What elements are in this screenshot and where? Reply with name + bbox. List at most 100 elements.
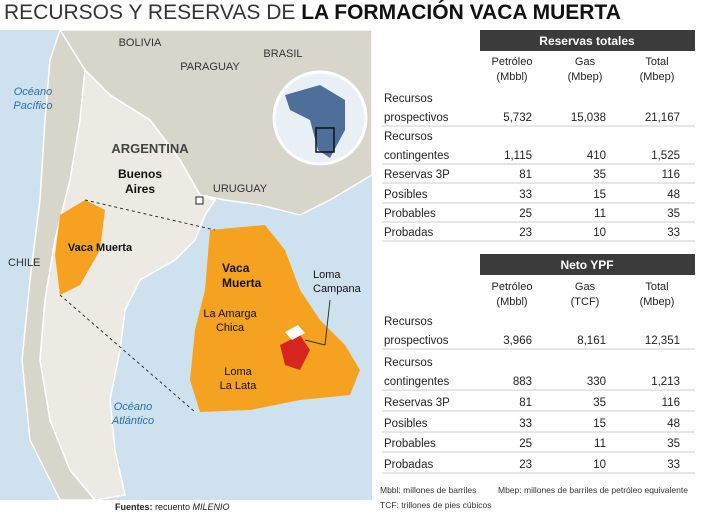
cell: 15,038 — [571, 112, 606, 124]
column-header: Total — [645, 56, 668, 68]
cell: 883 — [513, 376, 532, 388]
row-label: Recursos — [384, 93, 433, 105]
leader-line — [324, 299, 331, 346]
cell: 81 — [519, 169, 532, 181]
map-label-ocean: Pacífico — [13, 100, 52, 112]
column-header: Petróleo — [492, 56, 533, 68]
argentina — [39, 68, 217, 501]
map-label-country: ARGENTINA — [111, 141, 189, 156]
row-label: Recursos — [384, 357, 433, 369]
cell: 8,161 — [577, 335, 606, 347]
column-header: (Mbbl) — [496, 296, 527, 308]
row-label: Probadas — [384, 459, 433, 471]
cell: 33 — [519, 418, 532, 430]
cell: 3,966 — [503, 335, 532, 347]
column-header: (TCF) — [571, 296, 600, 308]
row-label: Reservas 3P — [384, 169, 450, 181]
map-label-field: Campana — [313, 283, 362, 295]
cell: 15 — [593, 418, 606, 430]
cell: 410 — [587, 150, 606, 162]
cell: 330 — [587, 376, 606, 388]
cell: 1,213 — [651, 376, 680, 388]
cell: 33 — [519, 189, 532, 201]
cell: 1,115 — [504, 150, 532, 162]
column-header: (Mbep) — [568, 71, 603, 83]
cell: 35 — [593, 169, 606, 181]
map-label-ocean: Océano — [14, 86, 53, 98]
row-label: Posibles — [384, 189, 428, 201]
cell: 25 — [519, 438, 532, 450]
column-header: Gas — [575, 56, 596, 68]
cell: 21,167 — [645, 112, 680, 124]
map-label-ocean: Océano — [114, 401, 153, 413]
cell: 48 — [667, 189, 680, 201]
cell: 81 — [519, 397, 532, 409]
cell: 116 — [662, 397, 680, 409]
leader-line — [304, 339, 326, 346]
column-header: (Mbep) — [640, 296, 675, 308]
source-brand: MILENIO — [193, 502, 230, 512]
map-label-country: URUGUAY — [213, 183, 268, 195]
row-label: prospectivos — [384, 112, 449, 124]
column-header: Total — [645, 281, 668, 293]
cell: 33 — [667, 227, 680, 239]
row-label: contingentes — [384, 376, 449, 388]
title-bold: LA FORMACIÓN VACA MUERTA — [301, 0, 621, 24]
map-label-field: Loma — [224, 366, 252, 378]
title-light: RECURSOS Y RESERVAS DE — [4, 1, 301, 24]
buenos-aires-marker — [195, 196, 204, 205]
source-text: recuento — [153, 502, 193, 512]
cell: 116 — [662, 169, 680, 181]
map-label-field: Loma — [313, 269, 341, 281]
vaca-muerta-area — [55, 200, 105, 295]
cell: 23 — [519, 459, 532, 471]
map-label-country: BRASIL — [263, 48, 302, 60]
footnote: Mbbl: millones de barriles — [380, 485, 476, 495]
cell: 11 — [594, 208, 606, 220]
row-label: Probables — [384, 438, 436, 450]
cell: 1,525 — [651, 150, 680, 162]
table-header-bar — [480, 254, 695, 275]
title: RECURSOS Y RESERVAS DE LA FORMACIÓN VACA… — [4, 0, 621, 24]
map-label-country: PARAGUAY — [180, 61, 240, 73]
row-label: prospectivos — [384, 335, 449, 347]
map-label-formation: Vaca — [222, 261, 250, 275]
footnote: TCF: trillones de pies cúbicos — [380, 500, 492, 510]
cell: 15 — [593, 189, 606, 201]
cell: 25 — [519, 208, 532, 220]
map-label-formation: Vaca Muerta — [68, 242, 133, 254]
row-label: Reservas 3P — [384, 397, 450, 409]
row-label: Recursos — [384, 131, 433, 143]
map-label-city: Buenos — [118, 167, 162, 181]
row-label: Probadas — [384, 227, 433, 239]
globe-land — [285, 85, 345, 158]
cell: 11 — [594, 438, 606, 450]
row-label: Recursos — [384, 316, 433, 328]
cell: 10 — [593, 227, 606, 239]
column-header: (Mbep) — [640, 71, 675, 83]
map-label-field: La Lata — [220, 380, 258, 392]
row-label: contingentes — [384, 150, 449, 162]
cell: 23 — [519, 227, 532, 239]
source: Fuentes: recuento MILENIO — [115, 502, 230, 512]
row-label: Probables — [384, 208, 436, 220]
vaca-muerta-inset — [190, 225, 360, 412]
column-header: Petróleo — [492, 281, 533, 293]
loma-la-lata-area — [280, 335, 310, 370]
table-header-bar — [480, 30, 695, 51]
map — [0, 28, 373, 501]
map-label-formation: Muerta — [222, 276, 262, 290]
cell: 33 — [667, 459, 680, 471]
cell: 48 — [667, 418, 680, 430]
cell: 35 — [593, 397, 606, 409]
map-label-country: BOLIVIA — [119, 37, 162, 49]
cell: 5,732 — [503, 112, 532, 124]
source-label: Fuentes: — [115, 502, 153, 512]
cell: 35 — [667, 438, 680, 450]
map-label-country: CHILE — [8, 257, 40, 269]
map-label-city: Aires — [125, 182, 155, 196]
la-amarga-chica-area — [285, 325, 305, 340]
column-header: (Mbbl) — [496, 71, 527, 83]
inset-connector — [84, 199, 216, 231]
